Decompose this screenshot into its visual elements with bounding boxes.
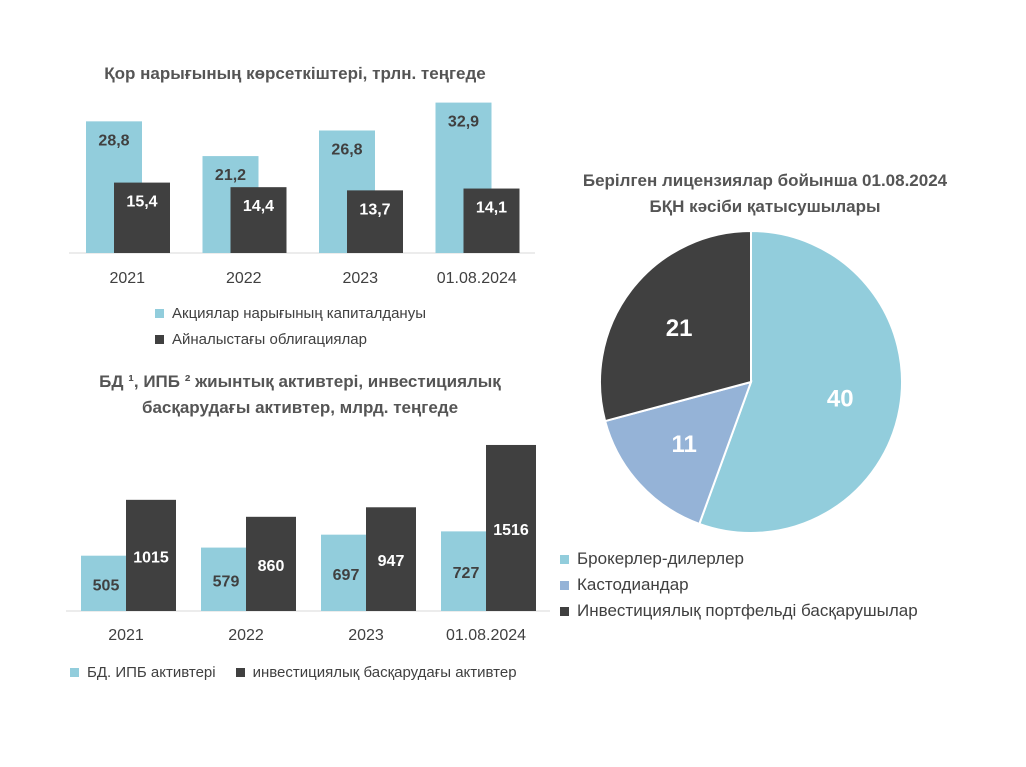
pie-label-1: 40	[827, 386, 854, 413]
chart2-bar-s2-1	[126, 499, 176, 611]
chart2-x-tick-2: 2022	[228, 627, 264, 644]
chart2-bar-s2-2	[246, 516, 296, 611]
chart1-data-label-s2-2: 14,4	[243, 198, 274, 215]
chart2-bar-s1-3	[321, 534, 371, 611]
chart2-data-label-s1-3: 697	[333, 567, 360, 584]
chart2-bar-s2-4	[486, 444, 536, 611]
chart2-data-label-s1-2: 579	[213, 573, 240, 590]
chart2-title-line1: БД ¹, ИПБ ² жиынтық активтері, инвестици…	[99, 372, 501, 391]
chart2-x-tick-4: 01.08.2024	[446, 627, 526, 644]
legend-swatch	[560, 554, 569, 564]
chart1-title: Қор нарығының көрсеткіштері, трлн. теңге…	[104, 64, 486, 83]
chart2-data-label-s1-4: 727	[453, 565, 480, 582]
chart2-x-tick-3: 2023	[348, 627, 384, 644]
chart2-legend-item-1: БД. ИПБ активтері	[70, 659, 216, 685]
pie-slice-2	[603, 380, 753, 526]
chart1-data-label-s1-4: 32,9	[448, 114, 479, 131]
chart3-legend: Брокерлер-дилерлер Кастодиандар Инвестиц…	[560, 546, 918, 624]
chart2-legend-label-1: БД. ИПБ активтері	[87, 663, 216, 681]
legend-swatch	[235, 667, 245, 677]
chart1-bar-s2-2	[230, 187, 287, 253]
legend-swatch	[155, 334, 164, 344]
legend-swatch	[70, 667, 79, 677]
chart1-data-label-s1-3: 26,8	[331, 141, 362, 158]
chart1-data-label-s2-4: 14,1	[476, 200, 507, 217]
chart3-legend-label-1: Брокерлер-дилерлер	[577, 549, 745, 568]
chart1-data-label-s1-2: 21,2	[215, 167, 246, 184]
chart1-bar-s2-4	[463, 188, 520, 253]
chart3-legend-item-3: Инвестициялық портфельді басқарушылар	[560, 598, 918, 624]
chart1-legend-label-1: Акциялар нарығының капиталдануы	[172, 304, 426, 322]
pie-slice-3	[599, 229, 752, 423]
chart2-bar-s1-1	[81, 555, 131, 611]
chart1-x-tick-2: 2022	[226, 270, 262, 287]
chart2-legend: БД. ИПБ активтері инвестициялық басқаруд…	[70, 659, 517, 685]
legend-swatch	[155, 308, 164, 318]
chart2-bar-s2-3	[366, 507, 416, 611]
chart3-legend-item-2: Кастодиандар	[560, 572, 918, 598]
chart2-title-line2: басқарудағы активтер, млрд. теңгеде	[141, 398, 459, 417]
chart1-x-tick-1: 2021	[109, 270, 145, 287]
chart2-data-label-s1-1: 505	[93, 577, 120, 594]
chart3-title-line1: Берілген лицензиялар бойынша 01.08.2024	[582, 171, 948, 190]
legend-swatch	[560, 606, 569, 616]
chart2-legend-label-2: инвестициялық басқарудағы активтер	[252, 663, 517, 681]
chart1-x-tick-3: 2023	[342, 270, 378, 287]
chart1-x-tick-4: 01.08.2024	[437, 270, 517, 287]
chart1-legend-item-1: Акциялар нарығының капиталдануы	[155, 300, 426, 326]
chart2-bar-s1-4	[441, 531, 491, 611]
chart1-bar-s2-3	[347, 190, 403, 253]
chart1-legend: Акциялар нарығының капиталдануы Айналыст…	[155, 300, 426, 352]
chart3-title: Берілген лицензиялар бойынша 01.08.2024 …	[565, 168, 965, 220]
chart3-legend-label-2: Кастодиандар	[577, 575, 689, 594]
chart2-data-label-s2-4: 1516	[493, 522, 529, 539]
chart2-bar-s1-2	[201, 547, 251, 611]
pie-slice-1	[698, 229, 903, 534]
chart2-title: БД ¹, ИПБ ² жиынтық активтері, инвестици…	[70, 369, 530, 421]
chart2-data-label-s2-2: 860	[258, 558, 285, 575]
chart2-data-label-s2-1: 1015	[133, 549, 169, 566]
pie-label-3: 21	[666, 315, 693, 342]
chart3-title-line2: БҚН кәсіби қатысушылары	[649, 197, 881, 216]
chart3-legend-label-3: Инвестициялық портфельді басқарушылар	[577, 601, 918, 620]
chart2-legend-item-2: инвестициялық басқарудағы активтер	[235, 659, 517, 685]
legend-swatch	[560, 580, 569, 590]
chart3-legend-item-1: Брокерлер-дилерлер	[560, 546, 918, 572]
chart1-data-label-s2-3: 13,7	[359, 201, 390, 218]
chart1-data-label-s1-1: 28,8	[98, 132, 129, 149]
chart2-x-tick-1: 2021	[108, 627, 144, 644]
chart2-data-label-s2-3: 947	[378, 553, 405, 570]
chart1-legend-label-2: Айналыстағы облигациялар	[172, 330, 367, 348]
chart1-bar-s2-1	[114, 182, 170, 253]
chart1-data-label-s2-1: 15,4	[126, 194, 157, 211]
pie-label-2: 11	[672, 431, 697, 458]
chart1-legend-item-2: Айналыстағы облигациялар	[155, 326, 426, 352]
